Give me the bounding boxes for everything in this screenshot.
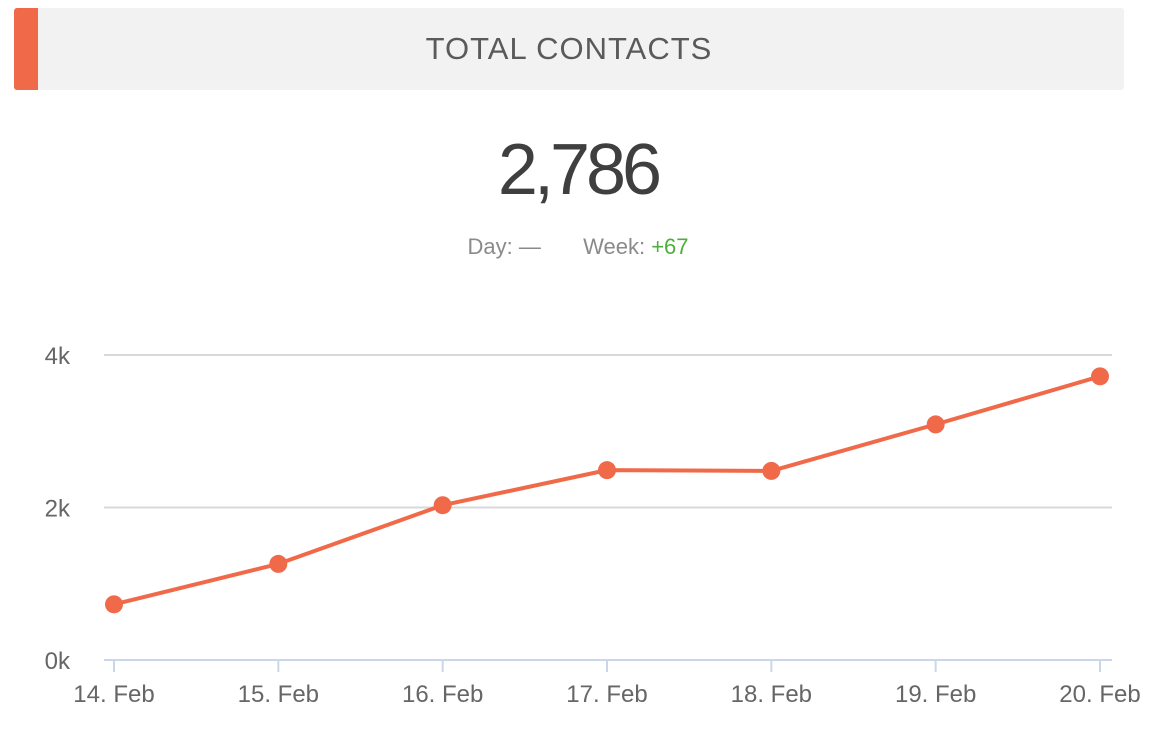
data-point bbox=[926, 415, 945, 434]
series-line bbox=[113, 374, 1101, 607]
total-contacts-value: 2,786 bbox=[497, 130, 662, 210]
day-label: Day: bbox=[467, 234, 513, 259]
data-point bbox=[762, 461, 781, 480]
y-tick-label: 4k bbox=[45, 343, 71, 370]
week-label: Week: bbox=[583, 234, 646, 259]
data-point bbox=[269, 554, 288, 573]
data-point bbox=[433, 496, 452, 515]
x-tick-label: 16. Feb bbox=[402, 681, 483, 708]
y-tick-label: 0k bbox=[45, 648, 71, 675]
data-point bbox=[105, 595, 123, 614]
x-tick-label: 19. Feb bbox=[895, 681, 976, 708]
day-value: — bbox=[518, 234, 541, 259]
y-tick-label: 2k bbox=[45, 496, 71, 523]
header-accent-bar bbox=[14, 8, 38, 90]
x-tick-label: 17. Feb bbox=[566, 681, 647, 708]
x-tick-label: 20. Feb bbox=[1059, 681, 1140, 708]
data-point bbox=[598, 461, 616, 480]
widget-header: TOTAL CONTACTS bbox=[14, 8, 1124, 90]
widget-title: TOTAL CONTACTS bbox=[425, 31, 713, 66]
x-tick-label: 14. Feb bbox=[73, 681, 154, 708]
x-tick-label: 18. Feb bbox=[731, 681, 812, 708]
change-stats: Day: — Week: +67 bbox=[0, 234, 1156, 260]
data-point bbox=[1091, 367, 1109, 386]
x-tick-label: 15. Feb bbox=[238, 681, 319, 708]
week-value: +67 bbox=[651, 234, 689, 259]
